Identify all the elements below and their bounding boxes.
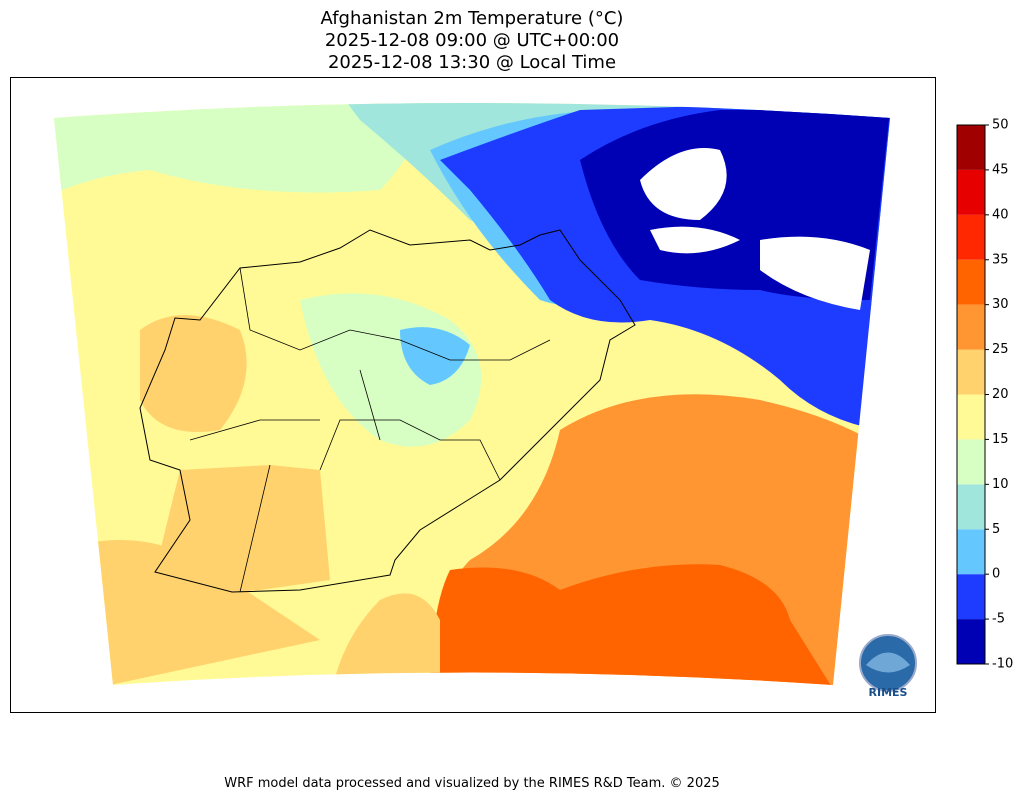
colorbar-segment	[957, 169, 985, 215]
title-line: 2025-12-08 09:00 @ UTC+00:00	[325, 30, 619, 51]
colorbar-segment	[957, 394, 985, 440]
colorbar-segment	[957, 259, 985, 305]
country-border	[139, 229, 636, 593]
colorbar-segment	[957, 574, 985, 620]
colorbar-segment	[957, 214, 985, 260]
colorbar: -10 -5 0 5 10 15 20 25 30 35 40 45 50	[956, 118, 1013, 672]
colorbar-segment	[957, 125, 985, 170]
colorbar-tick-label: 40	[992, 207, 1009, 222]
colorbar-segment	[957, 349, 985, 395]
map-frame	[10, 77, 936, 713]
colorbar-segment	[957, 484, 985, 530]
title-line: Afghanistan 2m Temperature (°C)	[321, 8, 624, 29]
logo-text: RIMES	[869, 686, 908, 699]
logo: RIMES	[859, 634, 917, 699]
colorbar-segment	[957, 439, 985, 485]
colorbar-tick-label: -10	[992, 657, 1013, 672]
colorbar-tick-label: 45	[992, 162, 1009, 177]
colorbar-segment	[957, 619, 985, 664]
colorbar-tick-label: 5	[992, 522, 1000, 537]
colorbar-segment	[957, 529, 985, 575]
colorbar-tick-label: 25	[992, 342, 1009, 357]
colorbar-tick-label: -5	[992, 612, 1005, 627]
colorbar-tick-label: 10	[992, 477, 1009, 492]
footer: WRF model data processed and visualized …	[224, 776, 720, 791]
colorbar-segment	[957, 304, 985, 350]
province-borders	[189, 267, 551, 593]
colorbar-tick-label: 15	[992, 432, 1009, 447]
colorbar-tick-label: 35	[992, 252, 1009, 267]
colorbar-tick-label: 0	[992, 567, 1000, 582]
temperature-field	[54, 103, 890, 685]
title-line: 2025-12-08 13:30 @ Local Time	[328, 52, 616, 73]
colorbar-tick-label: 20	[992, 387, 1009, 402]
colorbar-tick-label: 50	[992, 118, 1009, 133]
colorbar-tick-label: 30	[992, 297, 1009, 312]
